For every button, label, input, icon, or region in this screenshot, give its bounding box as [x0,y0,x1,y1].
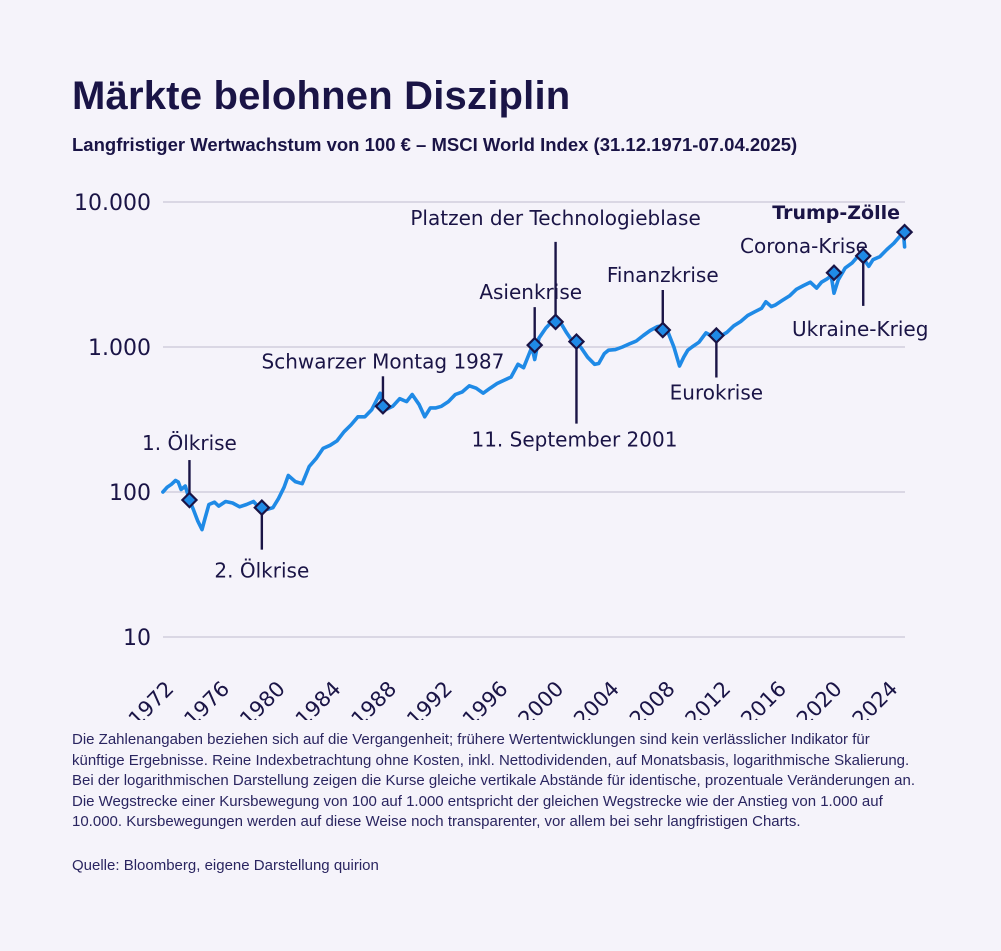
event-annotations: 1. Ölkrise 2. Ölkrise Schwarzer Montag 198… [142,202,928,583]
event-marker [374,397,392,415]
event-marker [567,332,586,351]
y-tick-label: 10 [123,626,151,651]
y-tick-label: 10.000 [74,191,151,216]
source-text: Quelle: Bloomberg, eigene Darstellung qu… [72,857,379,874]
x-tick-label: 2000 [514,677,569,720]
event-marker [526,336,544,354]
event-label: 1. Ölkrise [142,431,237,455]
x-tick-label: 1976 [179,677,234,720]
y-tick-label: 100 [109,481,151,506]
event-marker [654,321,672,339]
x-tick-label: 1980 [235,677,290,720]
event-marker [180,491,199,509]
footnote-text: Die Zahlenangaben beziehen sich auf die … [72,731,916,830]
chart-title: Märkte belohnen Disziplin [72,74,571,118]
event-label: 2. Ölkrise [214,559,309,583]
event-marker [854,247,872,265]
event-marker [895,223,914,241]
x-tick-label: 2020 [792,677,847,720]
x-tick-label: 2004 [569,677,624,720]
event-label: Trump-Zölle [772,202,900,224]
event-label: Platzen der Technologieblase [410,206,700,230]
x-tick-label: 1972 [124,677,179,720]
x-tick-label: 2012 [681,677,736,720]
y-axis-tick-labels: 10 100 1.000 10.000 [74,191,151,651]
event-label: Ukraine-Krieg [792,317,928,341]
event-label: 11. September 2001 [471,428,677,452]
x-tick-label: 2024 [848,677,903,720]
event-label: Finanzkrise [607,263,719,287]
event-label: Schwarzer Montag 1987 [262,349,505,373]
x-axis-tick-labels: 1972 1976 1980 1984 1988 1992 1996 2000 2004 2008… [124,677,903,720]
event-label: Eurokrise [670,381,763,405]
x-tick-label: 1992 [402,677,457,720]
event-marker [825,264,843,282]
event-label: Asienkrise [479,280,582,304]
series-layer [161,232,907,532]
y-tick-label: 1.000 [88,336,151,361]
x-tick-label: 1984 [291,677,346,720]
x-tick-label: 2016 [736,677,791,720]
event-marker [707,326,725,345]
event-marker [546,313,565,331]
event-label: Corona-Krise [740,234,868,258]
chart-subtitle: Langfristiger Wertwachstum von 100 € – M… [72,134,798,155]
event-marker [253,499,271,517]
series-line [161,232,907,532]
x-tick-label: 1996 [458,677,513,720]
x-tick-label: 1988 [347,677,402,720]
x-tick-label: 2008 [625,677,680,720]
